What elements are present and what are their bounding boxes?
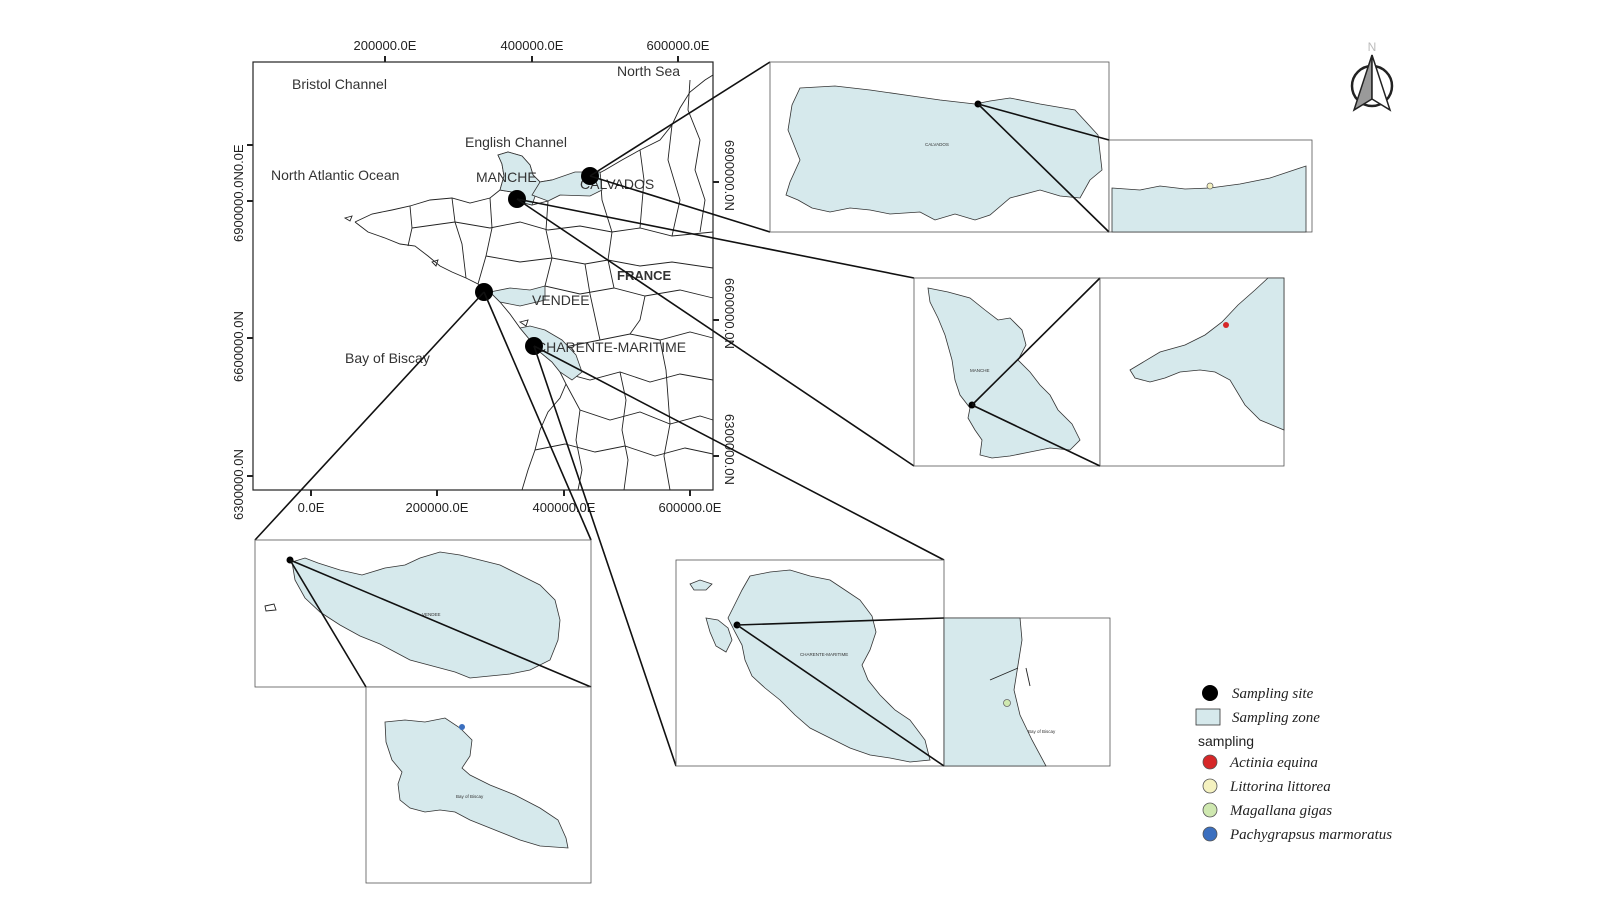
connector-lines	[254, 61, 945, 767]
legend-title: sampling	[1198, 733, 1254, 749]
inset-manche-label: MANCHE	[970, 368, 990, 373]
right-tick-label: 6900000.0N	[722, 140, 737, 211]
legend-zone-symbol	[1195, 708, 1221, 726]
inset-charente-zoom-label: Bay of Biscay	[1028, 729, 1056, 734]
north-arrow-label: N	[1368, 40, 1377, 54]
marker-magallana-gigas	[1003, 699, 1011, 707]
left-tick-label: 6900000.0N0.0E	[231, 144, 246, 242]
left-axis: 6900000.0N0.0E 6600000.0N 6300000.0N	[231, 144, 253, 520]
main-map-frame	[252, 61, 714, 491]
bottom-tick-label: 0.0E	[298, 500, 325, 515]
legend-site-label: Sampling site	[1232, 686, 1314, 702]
legend: Sampling site Sampling zone sampling Act…	[1195, 685, 1392, 843]
zone-label-manche: MANCHE	[476, 169, 537, 185]
north-arrow-right	[1371, 54, 1392, 112]
charente-island-oleron	[705, 617, 733, 653]
marker-pachygrapsus-marmoratus	[459, 724, 465, 730]
legend-species-label: Littorina littorea	[1229, 779, 1331, 795]
vendee-zoom-shape	[384, 717, 569, 849]
legend-species-swatch	[1202, 778, 1218, 794]
inset-vendee-zoom-label: Bay of Biscay	[456, 794, 484, 799]
calvados-shape	[785, 85, 1103, 221]
charente-zoom-shape	[943, 617, 1047, 767]
marker-littorina-littorea	[1206, 182, 1214, 190]
legend-species-swatch	[1202, 826, 1218, 842]
sea-label-bristol-channel: Bristol Channel	[292, 76, 387, 92]
legend-zone-label: Sampling zone	[1232, 710, 1320, 726]
marker-actinia-equina	[1223, 322, 1229, 328]
north-arrow: N	[1350, 40, 1394, 112]
zone-label-charente-maritime: CHARENTE-MARITIME	[536, 339, 686, 355]
sea-label-north-atlantic: North Atlantic Ocean	[271, 167, 399, 183]
inset-vendee-label: VENDEE	[422, 612, 441, 617]
calvados-zoom-shape	[1111, 165, 1307, 233]
charente-island-re	[689, 579, 713, 591]
right-axis: 6900000.0N 6600000.0N 6300000.0N	[713, 140, 737, 485]
sea-label-english-channel: English Channel	[465, 134, 567, 150]
inset-charente: CHARENTE-MARITIME Bay of Biscay	[675, 559, 1111, 767]
legend-site-symbol	[1202, 685, 1218, 701]
left-tick-label: 6600000.0N	[231, 311, 246, 382]
legend-species-swatch	[1202, 754, 1218, 770]
top-tick-label: 600000.0E	[647, 38, 710, 53]
inset-calvados-label: CALVADOS	[925, 142, 949, 147]
inset-calvados: CALVADOS	[769, 61, 1313, 233]
right-tick-label: 6300000.0N	[722, 414, 737, 485]
bottom-tick-label: 600000.0E	[659, 500, 722, 515]
top-tick-label: 400000.0E	[501, 38, 564, 53]
legend-species-label: Pachygrapsus marmoratus	[1229, 827, 1392, 843]
main-map: Bristol Channel North Sea English Channe…	[231, 38, 737, 520]
legend-species-label: Actinia equina	[1229, 755, 1318, 771]
charente-shape	[727, 569, 931, 763]
inset-charente-label: CHARENTE-MARITIME	[800, 652, 848, 657]
zone-label-vendee: VENDEE	[532, 292, 590, 308]
north-arrow-left	[1352, 54, 1373, 112]
manche-zoom-shape	[1129, 277, 1285, 431]
bottom-axis: 0.0E 200000.0E 400000.0E 600000.0E	[298, 490, 722, 515]
right-tick-label: 6600000.0N	[722, 278, 737, 349]
sea-label-north-sea: North Sea	[617, 63, 680, 79]
sea-label-bay-of-biscay: Bay of Biscay	[345, 350, 430, 366]
bottom-tick-label: 200000.0E	[406, 500, 469, 515]
bottom-tick-label: 400000.0E	[533, 500, 596, 515]
top-axis: 200000.0E 400000.0E 600000.0E	[354, 38, 710, 62]
inset-manche: MANCHE	[913, 277, 1285, 467]
top-tick-label: 200000.0E	[354, 38, 417, 53]
legend-species-swatch	[1202, 802, 1218, 818]
legend-species-label: Magallana gigas	[1229, 803, 1332, 819]
left-tick-label: 6300000.0N	[231, 449, 246, 520]
zone-vendee	[489, 285, 546, 307]
inset-vendee: VENDEE Bay of Biscay	[254, 539, 592, 884]
country-label-france: FRANCE	[617, 268, 671, 283]
